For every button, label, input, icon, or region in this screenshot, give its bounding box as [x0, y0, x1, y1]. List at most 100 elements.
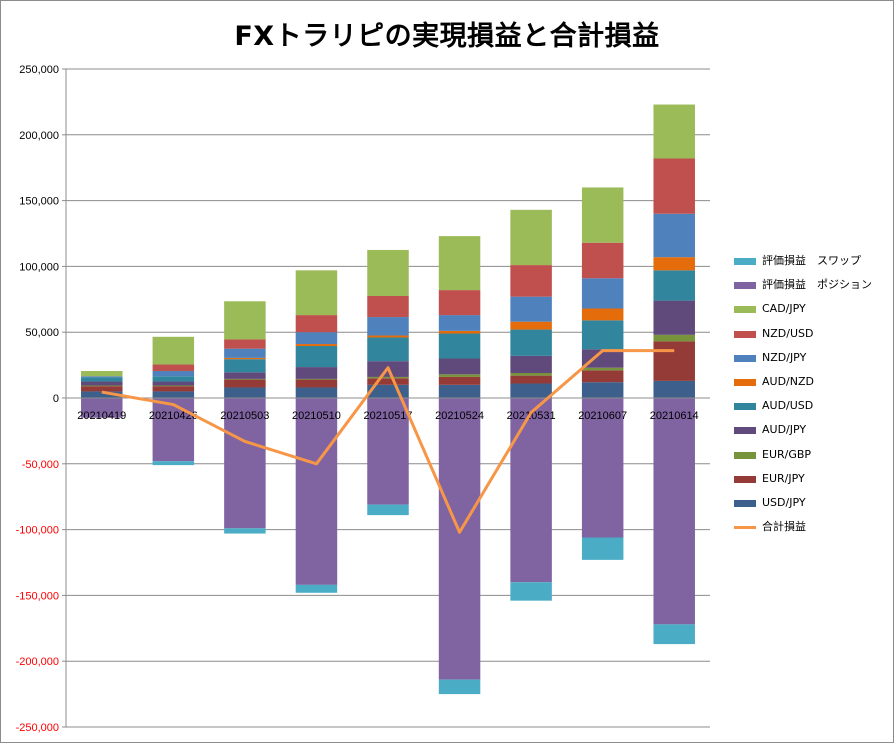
bar-segment — [653, 257, 695, 271]
bar-segment — [581, 187, 624, 243]
bar-segment — [367, 296, 409, 318]
bar-segment — [653, 334, 695, 342]
y-tick-label: -200,000 — [16, 656, 59, 668]
y-tick-label: -100,000 — [16, 525, 59, 537]
legend-item: AUD/NZD — [734, 375, 894, 399]
y-tick-label: 200,000 — [19, 130, 59, 142]
legend-label: AUD/NZD — [762, 374, 814, 388]
legend-label: AUD/USD — [762, 399, 814, 413]
bar-segment — [581, 537, 624, 560]
bar-segment — [224, 379, 266, 388]
bar-segment — [295, 584, 338, 593]
legend-label: EUR/GBP — [762, 447, 812, 461]
legend-item: EUR/JPY — [734, 472, 894, 496]
bar-segment — [152, 391, 195, 398]
bar-segment — [581, 398, 624, 538]
bar-segment — [367, 337, 409, 362]
bar-segment — [581, 242, 624, 279]
bar-segment — [81, 377, 123, 382]
bar-segment — [295, 367, 338, 379]
bar-segment — [224, 359, 266, 373]
legend-swatch — [734, 451, 756, 459]
bar-segment — [581, 278, 624, 309]
x-tick-label: 20210503 — [220, 410, 269, 422]
bar-segment — [295, 344, 338, 347]
bar-segment — [438, 290, 481, 316]
bar-segment — [295, 315, 338, 333]
legend-swatch — [734, 330, 756, 338]
y-tick-label: 0 — [53, 393, 59, 405]
bar-segment — [510, 209, 552, 266]
bar-segment — [438, 358, 481, 375]
bar-segment — [224, 387, 266, 398]
bar-segment — [224, 372, 266, 379]
chart-legend: 評価損益 スワップ 評価損益 ポジション CAD/JPY NZD/USD NZD/JPY… — [734, 254, 894, 544]
bar-segment — [224, 378, 266, 380]
legend-swatch — [734, 354, 756, 362]
bar-segment — [81, 386, 123, 392]
bar-segment — [510, 355, 552, 373]
legend-label: 評価損益 ポジション — [762, 278, 872, 292]
bar-segment — [510, 265, 552, 297]
bar-segment — [224, 339, 266, 349]
bar-segment — [581, 320, 624, 350]
legend-item: USD/JPY — [734, 496, 894, 520]
bar-segment — [295, 346, 338, 368]
bar-segment — [653, 341, 695, 381]
x-tick-label: 20210517 — [364, 410, 413, 422]
bar-segment — [152, 376, 195, 382]
bar-segment — [152, 461, 195, 466]
legend-item: 合計損益 — [734, 520, 894, 544]
bar-segment — [295, 379, 338, 388]
bar-segment — [438, 236, 481, 291]
bar-segment — [581, 382, 624, 398]
bar-segment — [510, 321, 552, 330]
bar-segment — [653, 104, 695, 159]
bar-segment — [438, 330, 481, 334]
bar-segment — [653, 624, 695, 645]
bar-segment — [224, 348, 266, 358]
legend-item: CAD/JPY — [734, 302, 894, 326]
bar-segment — [81, 376, 123, 378]
legend-swatch — [734, 403, 756, 411]
legend-item: AUD/JPY — [734, 423, 894, 447]
bar-segment — [295, 398, 338, 585]
bar-segment — [295, 387, 338, 398]
x-tick-label: 20210607 — [578, 410, 627, 422]
legend-item: 評価損益 ポジション — [734, 278, 894, 302]
y-tick-label: 150,000 — [19, 196, 59, 208]
bar-segment — [653, 158, 695, 214]
bar-segment — [510, 383, 552, 398]
legend-label: USD/JPY — [762, 495, 806, 509]
x-tick-label: 20210531 — [507, 410, 556, 422]
bar-segment — [438, 384, 481, 398]
bar-segment — [367, 378, 409, 385]
bar-segment — [653, 380, 695, 398]
bar-segment — [224, 357, 266, 360]
bar-segment — [81, 371, 123, 377]
bar-segment — [367, 335, 409, 338]
bar-segment — [438, 376, 481, 385]
legend-label: AUD/JPY — [762, 423, 807, 437]
bar-segment — [152, 385, 195, 387]
bar-segment — [510, 375, 552, 384]
bar-segment — [224, 398, 266, 529]
bar-segment — [438, 374, 481, 377]
bar-segment — [653, 398, 695, 625]
bar-segment — [81, 398, 123, 418]
legend-label: NZD/USD — [762, 326, 814, 340]
bar-segment — [152, 398, 195, 462]
bar-segment — [438, 333, 481, 359]
bar-segment — [152, 381, 195, 386]
bar-segment — [581, 349, 624, 368]
legend-label: EUR/JPY — [762, 471, 805, 485]
bar-segment — [510, 372, 552, 376]
legend-swatch — [734, 258, 756, 265]
bar-segment — [81, 385, 123, 387]
chart-title: FXトラリピの実現損益と合計損益 — [234, 21, 660, 52]
y-tick-label: 250,000 — [19, 64, 59, 76]
bar-segment — [295, 332, 338, 345]
bar-segment — [653, 213, 695, 258]
legend-item: EUR/GBP — [734, 448, 894, 472]
